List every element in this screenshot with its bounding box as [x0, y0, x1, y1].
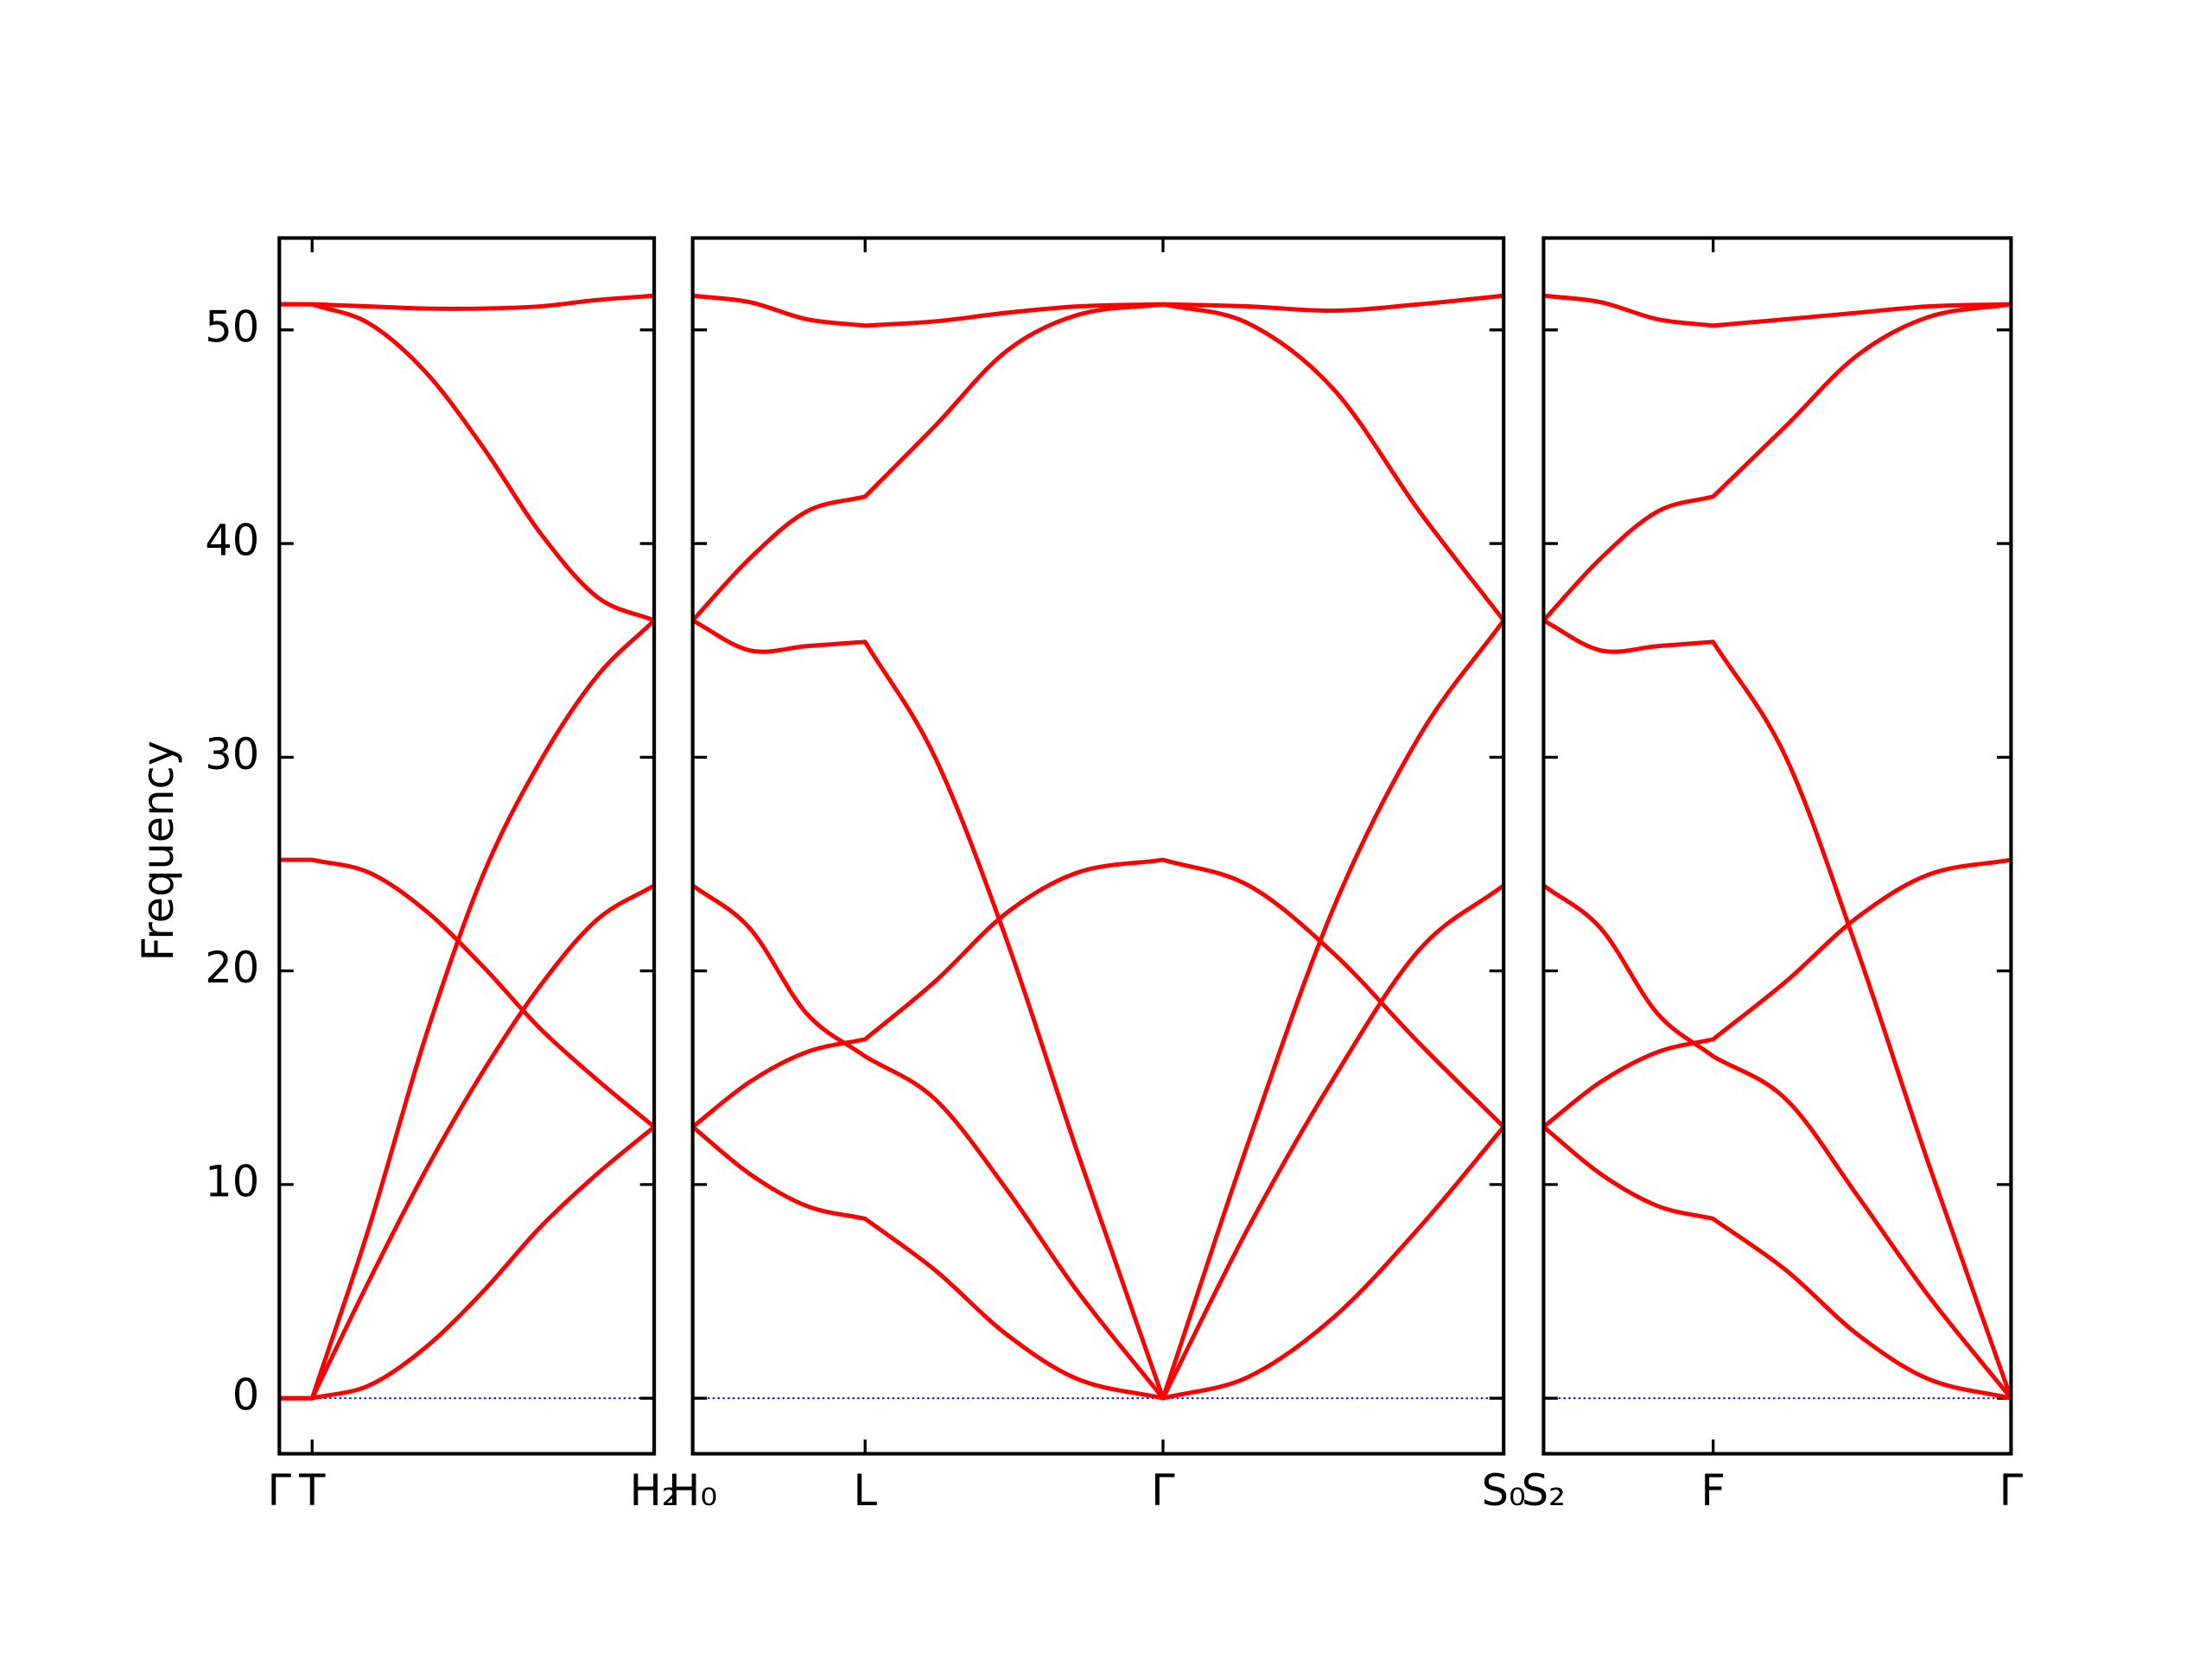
band-line [691, 618, 1506, 1401]
band-line [1541, 302, 2012, 622]
x-tick-label: H₀ [668, 1465, 717, 1516]
band-line [1542, 618, 2013, 1400]
band-line [691, 1125, 1506, 1401]
panel-frame [690, 236, 1506, 1456]
band-line [279, 857, 656, 1129]
band-line [279, 302, 656, 623]
x-tick-label: H₂ [630, 1465, 679, 1516]
panel-frame [277, 236, 657, 1456]
band-line [1541, 883, 2013, 1400]
band-line [692, 293, 1504, 328]
x-tick-label: Γ [1151, 1465, 1175, 1516]
band-line [1541, 857, 2012, 1129]
y-tick-label: 40 [205, 516, 259, 566]
band-line [1543, 293, 2012, 328]
x-tick-label: T [298, 1465, 326, 1516]
y-tick-label: 30 [205, 729, 259, 779]
band-line [279, 293, 655, 311]
y-axis-label: Frequency [133, 741, 183, 962]
band-line [691, 857, 1505, 1129]
band-line [1541, 1125, 2012, 1401]
band-line [279, 1125, 656, 1401]
band-line [279, 883, 656, 1401]
panel-frame [1541, 236, 2013, 1456]
y-tick-label: 20 [205, 943, 259, 993]
x-tick-label: Γ [1999, 1465, 2024, 1516]
x-tick-label: Γ [268, 1465, 292, 1516]
x-tick-label: L [853, 1465, 877, 1516]
y-tick-label: 10 [205, 1156, 259, 1206]
x-tick-label: F [1700, 1465, 1725, 1516]
y-tick-label: 0 [232, 1370, 259, 1421]
band-line [691, 883, 1505, 1401]
band-line [690, 302, 1506, 622]
band-line [279, 619, 656, 1401]
x-tick-label: S₀ [1482, 1465, 1526, 1516]
x-tick-label: S₂ [1522, 1465, 1566, 1516]
y-tick-label: 50 [205, 302, 259, 352]
